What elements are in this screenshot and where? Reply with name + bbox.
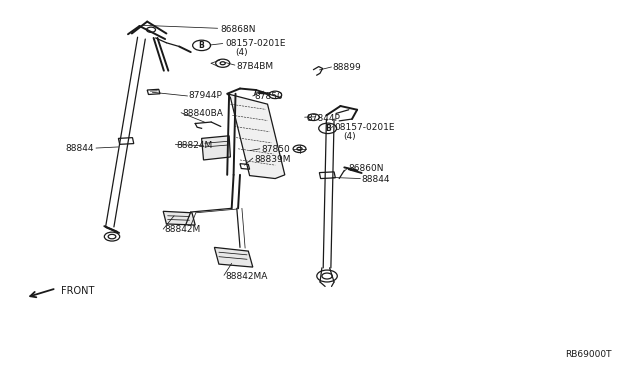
Text: 88824M: 88824M: [177, 141, 213, 150]
Text: 87B4BM: 87B4BM: [237, 62, 274, 71]
Text: 87850: 87850: [261, 145, 290, 154]
Text: 86860N: 86860N: [349, 164, 384, 173]
Text: 87850: 87850: [255, 92, 284, 101]
Text: 88844: 88844: [362, 175, 390, 184]
Text: 87944P: 87944P: [189, 92, 223, 100]
Polygon shape: [227, 94, 285, 179]
Text: 08157-0201E: 08157-0201E: [225, 39, 286, 48]
Text: (4): (4): [344, 132, 356, 141]
Text: 87844P: 87844P: [306, 114, 340, 123]
Polygon shape: [202, 136, 230, 160]
Text: FRONT: FRONT: [61, 286, 94, 296]
Text: 86868N: 86868N: [221, 25, 256, 34]
Text: 88842M: 88842M: [164, 225, 201, 234]
Text: 88899: 88899: [333, 63, 362, 72]
Polygon shape: [163, 211, 195, 225]
Text: B: B: [199, 41, 204, 50]
Text: (4): (4): [236, 48, 248, 57]
Text: RB69000T: RB69000T: [564, 350, 611, 359]
Text: 88839M: 88839M: [254, 155, 291, 164]
Text: 88840BA: 88840BA: [182, 109, 223, 118]
Text: B: B: [325, 124, 330, 133]
Text: 08157-0201E: 08157-0201E: [334, 123, 395, 132]
Text: 88844: 88844: [65, 144, 94, 153]
Polygon shape: [214, 247, 253, 267]
Text: 88842MA: 88842MA: [225, 272, 268, 280]
